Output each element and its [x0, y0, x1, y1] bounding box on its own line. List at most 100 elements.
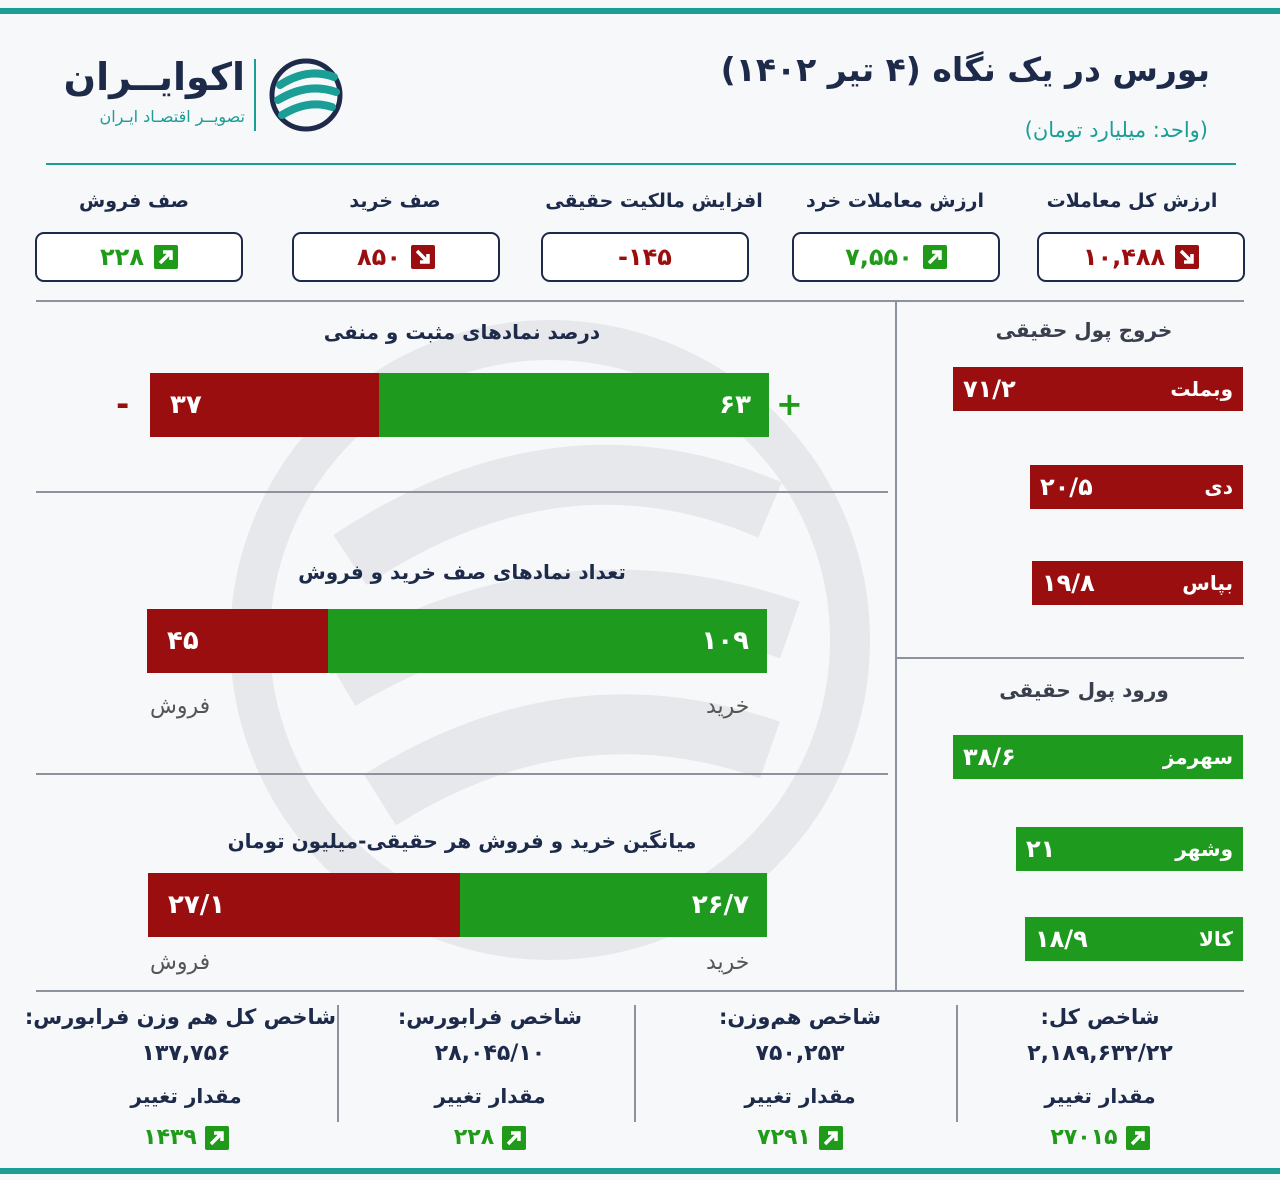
brand-logo: اکوایــران تصویــر اقتصـاد ایـران — [63, 55, 350, 140]
section-title-positive-negative: درصد نمادهای مثبت و منفی — [323, 320, 601, 344]
symbol-value: ۷۱/۲ — [963, 375, 1016, 403]
logo-mark-icon — [269, 58, 343, 132]
kpi-value: ۷,۵۵۰ — [845, 243, 913, 271]
index-farabourse-equal-weight: شاخص کل هم وزن فرابورس: ۱۳۷,۷۵۶ مقدار تغ… — [25, 1000, 336, 1158]
money-in-bar: کالا ۱۸/۹ — [1025, 917, 1243, 961]
arrow-up-icon — [818, 1126, 843, 1150]
sell-caption: فروش — [150, 950, 211, 975]
top-accent-bar — [0, 8, 1280, 14]
money-out-title: خروج پول حقیقی — [995, 318, 1173, 342]
kpi-buy-queue: ۸۵۰ — [292, 232, 500, 282]
queues-bar: ۴۵ ۱۰۹ — [147, 609, 767, 673]
arrow-up-icon — [922, 245, 947, 269]
positive-value: ۶۳ — [719, 390, 751, 420]
symbol-name: وشهر — [1175, 837, 1233, 861]
money-out-bar: وبملت ۷۱/۲ — [953, 367, 1243, 411]
money-in-title: ورود پول حقیقی — [999, 678, 1169, 702]
arrow-up-icon — [204, 1126, 229, 1150]
bottom-accent-bar — [0, 1168, 1280, 1174]
money-out-bar: بپاس ۱۹/۸ — [1032, 561, 1243, 605]
index-change: ۲۲۸ — [453, 1118, 527, 1158]
kpi-value: ۸۵۰ — [357, 243, 401, 271]
index-change-label: مقدار تغییر — [744, 1084, 856, 1108]
index-value: ۲۸,۰۴۵/۱۰ — [434, 1041, 546, 1066]
index-change: ۱۴۳۹ — [143, 1118, 229, 1158]
grid-line — [36, 773, 888, 775]
index-equal-weight: شاخص هم‌وزن: ۷۵۰,۲۵۳ مقدار تغییر ۷۲۹۱ — [650, 1000, 950, 1158]
index-value: ۷۵۰,۲۵۳ — [755, 1041, 845, 1066]
symbol-value: ۲۰/۵ — [1040, 473, 1093, 501]
sell-caption: فروش — [150, 694, 211, 719]
index-change-label: مقدار تغییر — [1044, 1084, 1156, 1108]
index-name: شاخص کل: — [1040, 1005, 1160, 1029]
minus-sign: - — [116, 385, 130, 423]
positive-negative-bar: ۳۷ ۶۳ — [150, 373, 769, 437]
symbol-name: سهرمز — [1162, 745, 1233, 769]
grid-line — [337, 1005, 339, 1122]
index-change: ۷۲۹۱ — [757, 1118, 843, 1158]
plus-sign: + — [776, 385, 803, 423]
symbol-name: وبملت — [1170, 377, 1233, 401]
index-change-value: ۷۲۹۱ — [757, 1125, 811, 1150]
buy-caption: خرید — [706, 950, 750, 975]
symbol-value: ۱۹/۸ — [1042, 569, 1095, 597]
grid-line — [36, 491, 888, 493]
avg-sell-segment: ۲۷/۱ — [148, 873, 460, 937]
index-change: ۲۷۰۱۵ — [1050, 1118, 1150, 1158]
grid-line — [36, 990, 1244, 992]
index-farabourse: شاخص فرابورس: ۲۸,۰۴۵/۱۰ مقدار تغییر ۲۲۸ — [340, 1000, 640, 1158]
kpi-individual-ownership: -۱۴۵ — [541, 232, 749, 282]
negative-segment: ۳۷ — [150, 373, 379, 437]
kpi-sell-queue: ۲۲۸ — [35, 232, 243, 282]
arrow-down-icon — [1175, 245, 1200, 269]
index-change-label: مقدار تغییر — [434, 1084, 546, 1108]
avg-buy-segment: ۲۶/۷ — [460, 873, 767, 937]
buy-queue-segment: ۱۰۹ — [328, 609, 767, 673]
arrow-up-icon — [1125, 1126, 1150, 1150]
logo-tagline: تصویــر اقتصـاد ایـران — [99, 107, 245, 126]
section-title-queues: تعداد نمادهای صف خرید و فروش — [298, 560, 626, 584]
index-value: ۲,۱۸۹,۶۳۲/۲۲ — [1027, 1041, 1173, 1066]
negative-value: ۳۷ — [170, 390, 202, 420]
arrow-up-icon — [153, 245, 178, 269]
buy-queue-value: ۱۰۹ — [701, 626, 749, 656]
index-change-label: مقدار تغییر — [130, 1084, 242, 1108]
kpi-retail-value: ۷,۵۵۰ — [792, 232, 1000, 282]
logo-name: اکوایــران — [63, 55, 245, 99]
kpi-label-sell-queue: صف فروش — [79, 190, 189, 212]
grid-line — [895, 300, 897, 990]
buy-caption: خرید — [706, 694, 750, 719]
index-name: شاخص هم‌وزن: — [718, 1005, 882, 1029]
kpi-value: ۲۲۸ — [100, 243, 144, 271]
money-in-bar: وشهر ۲۱ — [1016, 827, 1243, 871]
section-title-avg-trade: میانگین خرید و فروش هر حقیقی-میلیون توما… — [227, 829, 697, 853]
money-in-bar: سهرمز ۳۸/۶ — [953, 735, 1243, 779]
symbol-name: دی — [1204, 475, 1233, 499]
money-out-bar: دی ۲۰/۵ — [1030, 465, 1243, 509]
symbol-value: ۳۸/۶ — [963, 743, 1016, 771]
avg-trade-bar: ۲۷/۱ ۲۶/۷ — [148, 873, 767, 937]
symbol-name: کالا — [1198, 927, 1233, 951]
kpi-label-buy-queue: صف خرید — [349, 190, 441, 212]
arrow-down-icon — [410, 245, 435, 269]
grid-line — [956, 1005, 958, 1122]
grid-line — [634, 1005, 636, 1122]
positive-segment: ۶۳ — [379, 373, 769, 437]
kpi-value: ۱۰,۴۸۸ — [1082, 243, 1166, 271]
sell-queue-value: ۴۵ — [167, 626, 199, 656]
symbol-value: ۱۸/۹ — [1035, 925, 1088, 953]
kpi-value: -۱۴۵ — [618, 243, 672, 271]
index-change-value: ۲۲۸ — [453, 1125, 495, 1150]
avg-sell-value: ۲۷/۱ — [168, 890, 226, 920]
index-name: شاخص فرابورس: — [397, 1005, 583, 1029]
kpi-total-value: ۱۰,۴۸۸ — [1037, 232, 1245, 282]
index-change-value: ۱۴۳۹ — [143, 1125, 197, 1150]
avg-buy-value: ۲۶/۷ — [691, 890, 749, 920]
grid-line — [36, 300, 1244, 302]
arrow-up-icon — [502, 1126, 527, 1150]
header-divider — [46, 163, 1236, 165]
kpi-label-retail-value: ارزش معاملات خرد — [805, 190, 984, 212]
symbol-value: ۲۱ — [1026, 835, 1056, 863]
index-change-value: ۲۷۰۱۵ — [1050, 1125, 1118, 1150]
index-total: شاخص کل: ۲,۱۸۹,۶۳۲/۲۲ مقدار تغییر ۲۷۰۱۵ — [950, 1000, 1250, 1158]
